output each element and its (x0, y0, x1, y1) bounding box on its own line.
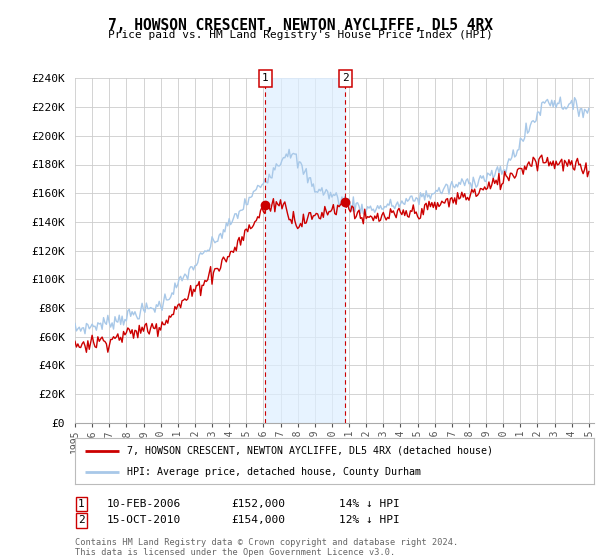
Text: 10-FEB-2006: 10-FEB-2006 (107, 499, 181, 509)
Bar (265, 78, 346, 423)
Text: 12% ↓ HPI: 12% ↓ HPI (339, 515, 400, 525)
Text: 1: 1 (262, 73, 269, 83)
Text: HPI: Average price, detached house, County Durham: HPI: Average price, detached house, Coun… (127, 467, 421, 477)
Text: 2: 2 (342, 73, 349, 83)
Text: 7, HOWSON CRESCENT, NEWTON AYCLIFFE, DL5 4RX: 7, HOWSON CRESCENT, NEWTON AYCLIFFE, DL5… (107, 18, 493, 33)
Text: 7, HOWSON CRESCENT, NEWTON AYCLIFFE, DL5 4RX (detached house): 7, HOWSON CRESCENT, NEWTON AYCLIFFE, DL5… (127, 446, 493, 456)
Text: 2: 2 (78, 515, 85, 525)
Text: £154,000: £154,000 (231, 515, 285, 525)
Text: 15-OCT-2010: 15-OCT-2010 (107, 515, 181, 525)
Text: £152,000: £152,000 (231, 499, 285, 509)
Text: Price paid vs. HM Land Registry's House Price Index (HPI): Price paid vs. HM Land Registry's House … (107, 30, 493, 40)
Text: 14% ↓ HPI: 14% ↓ HPI (339, 499, 400, 509)
Text: 1: 1 (78, 499, 85, 509)
Text: Contains HM Land Registry data © Crown copyright and database right 2024.
This d: Contains HM Land Registry data © Crown c… (75, 538, 458, 557)
